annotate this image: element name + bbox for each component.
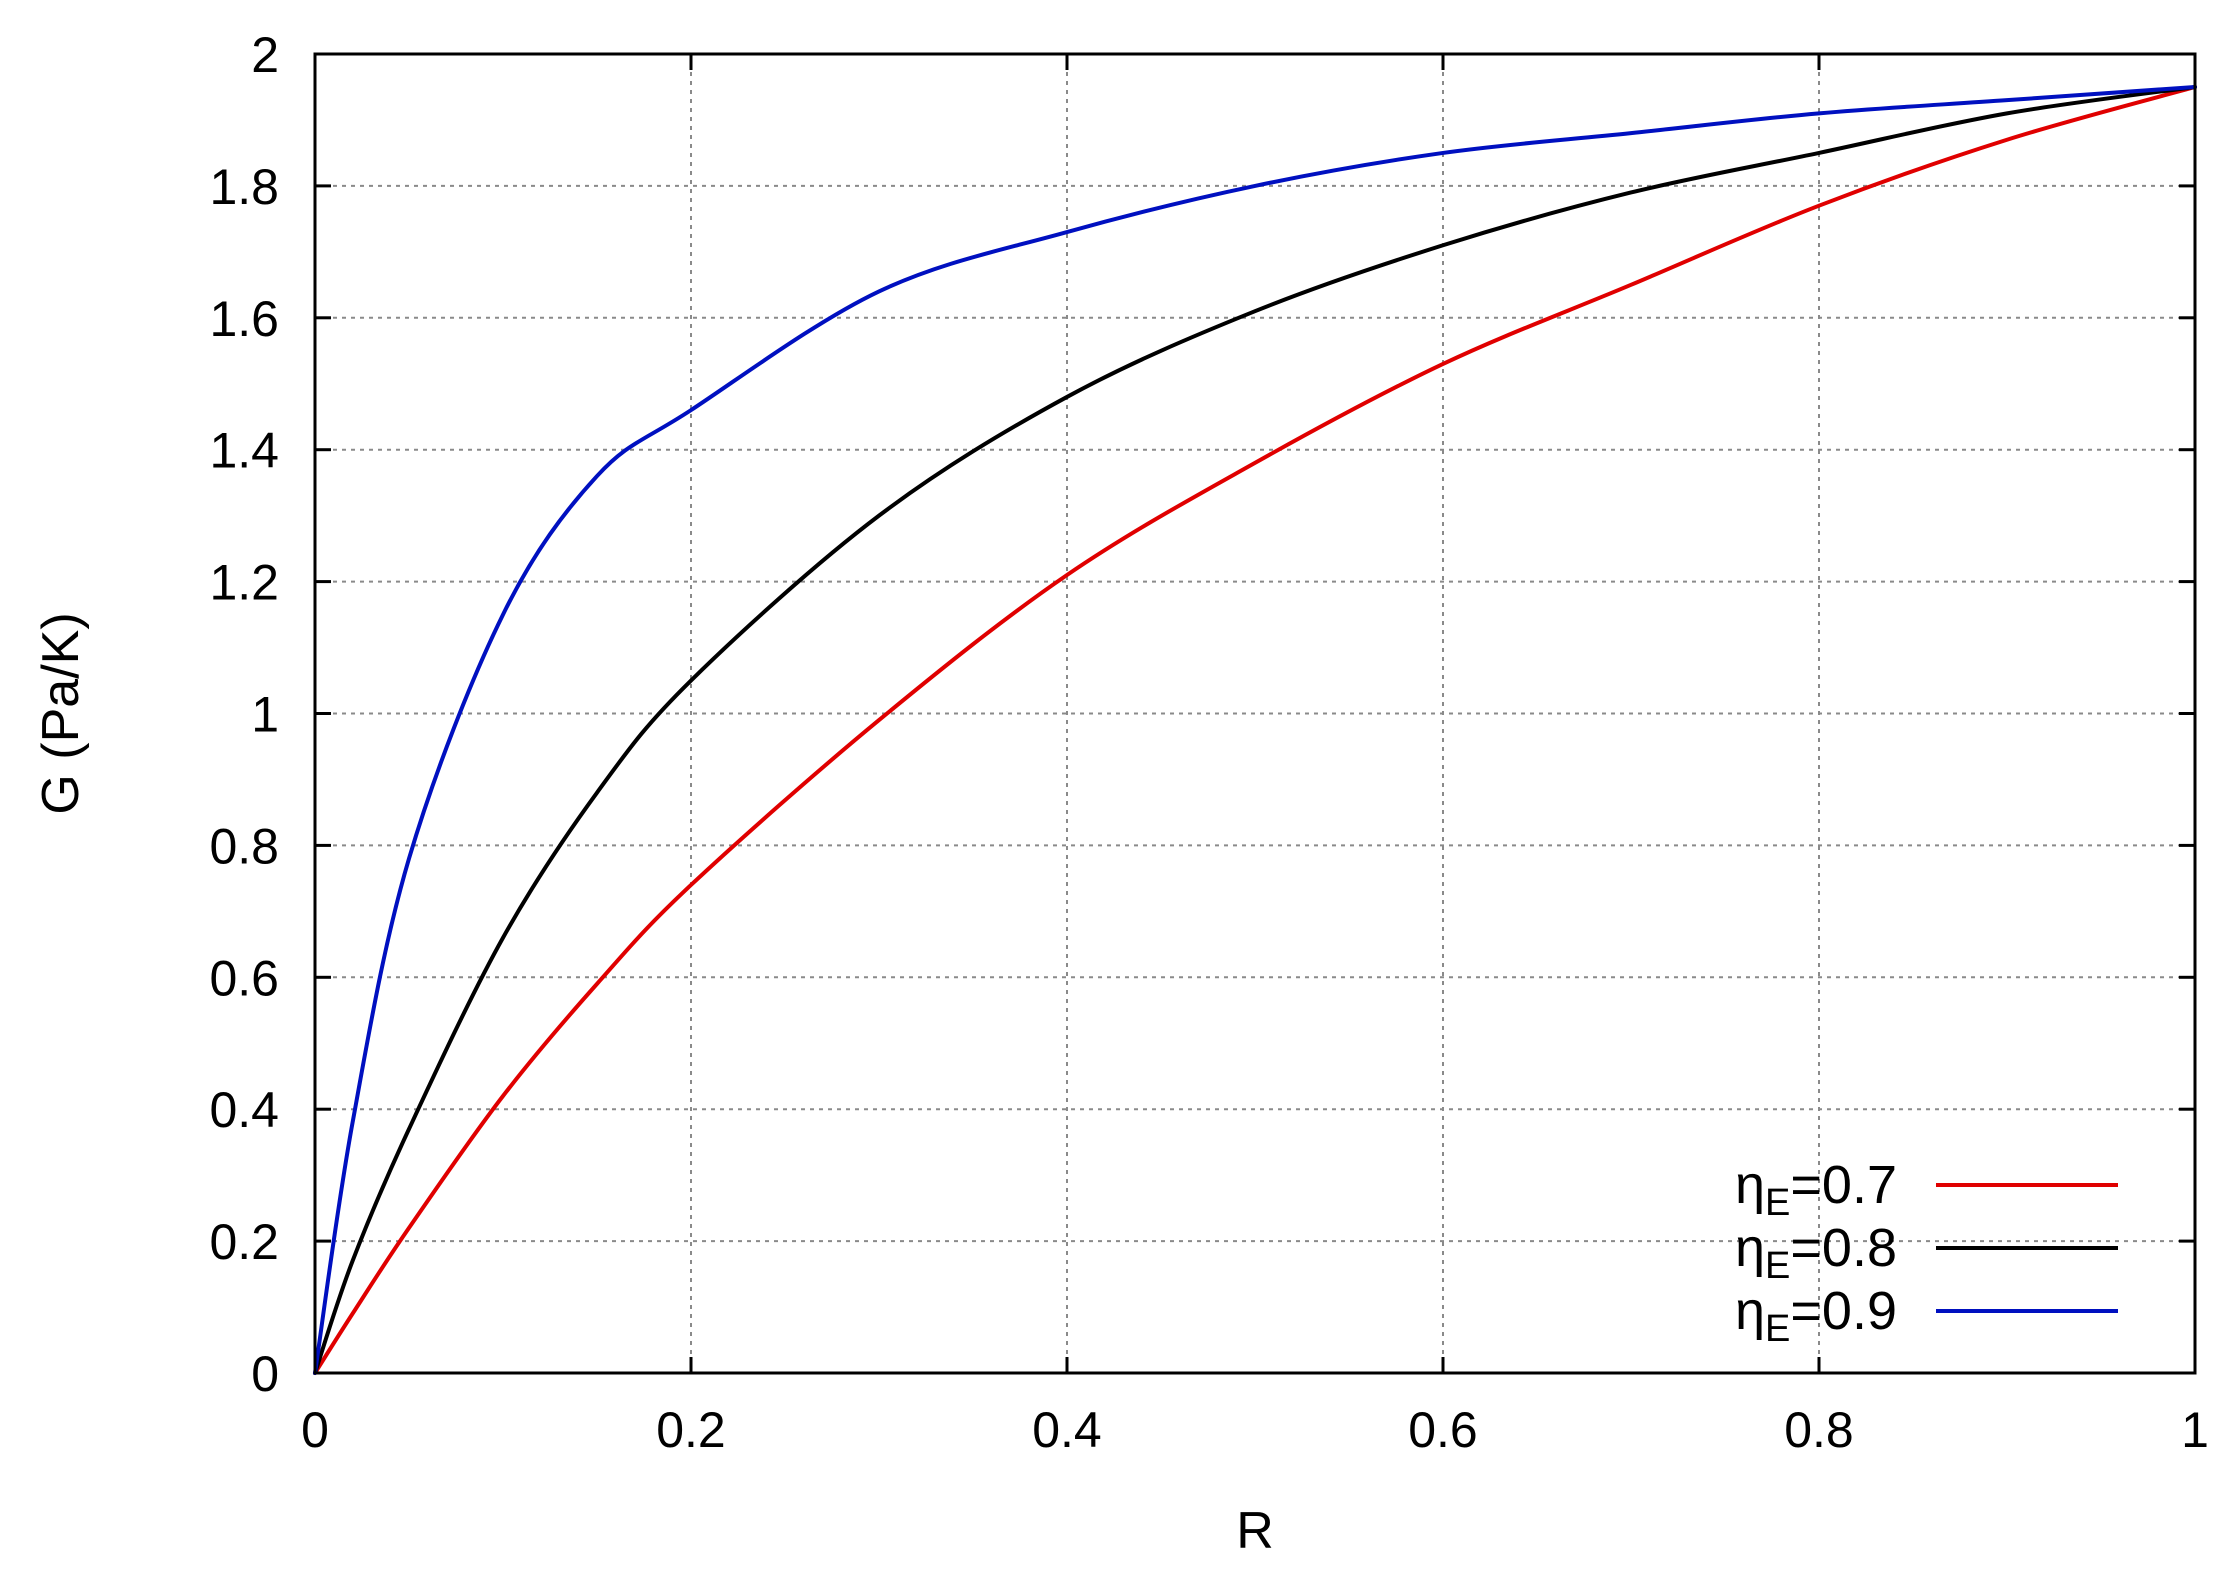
- tick-labels: 0 0.2 0.4 0.6 0.8 1 0 0.2 0.4 0.6 0.8 1 1.2 1.4 1.6 1.8…: [209, 27, 2208, 1458]
- y-tick-label: 2: [251, 27, 279, 83]
- y-tick-label: 1: [251, 687, 279, 743]
- x-tick-label: 0.8: [1784, 1402, 1854, 1458]
- x-axis-title: R: [1236, 1502, 1274, 1560]
- legend-label-1: ηE=0.8: [1735, 1218, 1897, 1287]
- series-line-2: [313, 84, 2197, 1375]
- y-tick-label: 0: [251, 1346, 279, 1402]
- legend-value: =0.8: [1790, 1218, 1897, 1278]
- axis-ticks: [313, 52, 2197, 1375]
- y-tick-label: 0.6: [209, 950, 279, 1006]
- x-tick-label: 0: [301, 1402, 329, 1458]
- y-axis-title: G (Pa/K): [32, 612, 90, 814]
- legend-subscript: E: [1765, 1182, 1790, 1224]
- legend-subscript: E: [1765, 1308, 1790, 1350]
- x-tick-label: 1: [2181, 1402, 2209, 1458]
- x-tick-label: 0.4: [1032, 1402, 1102, 1458]
- y-tick-label: 1.2: [209, 555, 279, 611]
- legend-label-0: ηE=0.7: [1735, 1155, 1897, 1224]
- x-tick-label: 0.6: [1408, 1402, 1478, 1458]
- y-tick-label: 0.8: [209, 818, 279, 874]
- series-line-0: [313, 84, 2197, 1375]
- y-tick-label: 1.6: [209, 291, 279, 347]
- y-tick-label: 1.4: [209, 423, 279, 479]
- legend-symbol: η: [1735, 1218, 1765, 1278]
- legend: ηE=0.7ηE=0.8ηE=0.9: [1735, 1155, 2118, 1350]
- x-tick-label: 0.2: [656, 1402, 726, 1458]
- legend-label-2: ηE=0.9: [1735, 1281, 1897, 1350]
- legend-value: =0.9: [1790, 1281, 1897, 1341]
- legend-subscript: E: [1765, 1245, 1790, 1287]
- series-line-1: [313, 84, 2197, 1375]
- plot-area: [313, 84, 2197, 1375]
- legend-value: =0.7: [1790, 1155, 1897, 1215]
- legend-symbol: η: [1735, 1281, 1765, 1341]
- y-tick-label: 0.4: [209, 1082, 279, 1138]
- legend-symbol: η: [1735, 1155, 1765, 1215]
- y-tick-label: 1.8: [209, 159, 279, 215]
- y-tick-label: 0.2: [209, 1214, 279, 1270]
